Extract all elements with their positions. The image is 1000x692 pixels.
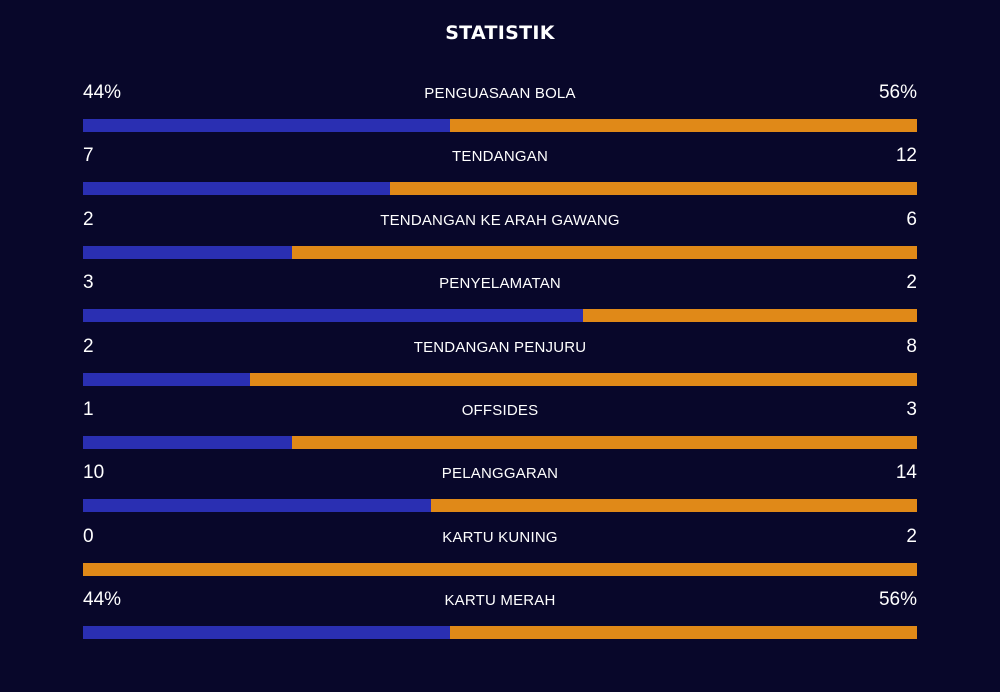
away-value: 56% bbox=[878, 589, 917, 611]
away-bar-segment bbox=[583, 309, 917, 323]
page-title: STATISTIK bbox=[445, 22, 555, 44]
comparison-bar bbox=[83, 119, 917, 132]
away-bar-segment bbox=[430, 499, 917, 513]
stat-row-tendangan-ke-arah-gawang: 2 TENDANGAN KE ARAH GAWANG 6 bbox=[83, 207, 917, 270]
stat-label: PENGUASAAN BOLA bbox=[424, 85, 576, 102]
home-bar-segment bbox=[83, 119, 450, 132]
comparison-bar bbox=[83, 372, 917, 386]
comparison-bar bbox=[83, 435, 917, 449]
stat-label: TENDANGAN KE ARAH GAWANG bbox=[380, 211, 620, 229]
away-value: 8 bbox=[906, 335, 917, 357]
home-value: 3 bbox=[83, 272, 94, 294]
away-value: 56% bbox=[878, 82, 917, 103]
stat-row-tendangan-penjuru: 2 TENDANGAN PENJURU 8 bbox=[83, 334, 917, 397]
away-value: 2 bbox=[906, 525, 917, 547]
home-value: 2 bbox=[83, 208, 94, 230]
home-bar-segment bbox=[83, 245, 292, 259]
home-value: 44% bbox=[83, 82, 122, 103]
home-bar-segment bbox=[83, 626, 450, 640]
home-bar-segment bbox=[83, 372, 250, 386]
stat-row-kartu-kuning: 0 KARTU KUNING 2 bbox=[83, 524, 917, 587]
comparison-bar bbox=[83, 562, 917, 576]
away-value: 14 bbox=[895, 462, 917, 484]
home-bar-segment bbox=[83, 435, 292, 449]
stat-label: OFFSIDES bbox=[461, 401, 539, 419]
away-bar-segment bbox=[449, 626, 917, 640]
home-value: 44% bbox=[83, 589, 122, 611]
stat-row-penguasaan-bola: 44% PENGUASAAN BOLA 56% bbox=[83, 80, 917, 143]
home-bar-segment bbox=[83, 309, 584, 323]
comparison-bar bbox=[83, 626, 917, 640]
stat-row-offsides: 1 OFFSIDES 3 bbox=[83, 397, 917, 460]
stat-row-kartu-merah: 44% KARTU MERAH 56% bbox=[83, 587, 917, 650]
home-bar-segment bbox=[83, 182, 390, 196]
home-value: 7 bbox=[83, 145, 94, 167]
away-value: 6 bbox=[906, 208, 917, 230]
home-value: 0 bbox=[83, 525, 94, 547]
stat-row-tendangan: 7 TENDANGAN 12 bbox=[83, 143, 917, 206]
comparison-bar bbox=[83, 309, 917, 323]
stats-list: 44% PENGUASAAN BOLA 56% 7 TENDANGAN 12 2… bbox=[83, 80, 917, 651]
home-bar-segment bbox=[83, 499, 431, 513]
away-value: 2 bbox=[906, 272, 917, 294]
stat-label: PELANGGARAN bbox=[441, 465, 559, 483]
stat-row-penyelamatan: 3 PENYELAMATAN 2 bbox=[83, 270, 917, 333]
stat-row-pelanggaran: 10 PELANGGARAN 14 bbox=[83, 460, 917, 523]
away-value: 12 bbox=[895, 145, 917, 167]
away-bar-segment bbox=[389, 182, 917, 196]
away-bar-segment bbox=[449, 119, 917, 132]
away-bar-segment bbox=[291, 435, 917, 449]
stat-label: KARTU KUNING bbox=[442, 528, 558, 546]
away-bar-segment bbox=[249, 372, 917, 386]
stat-label: KARTU MERAH bbox=[444, 592, 556, 610]
home-value: 10 bbox=[83, 462, 105, 484]
comparison-bar bbox=[83, 245, 917, 259]
home-value: 2 bbox=[83, 335, 94, 357]
stat-label: PENYELAMATAN bbox=[439, 275, 561, 293]
stat-label: TENDANGAN PENJURU bbox=[413, 338, 587, 356]
comparison-bar bbox=[83, 499, 917, 513]
stat-label: TENDANGAN bbox=[452, 148, 548, 166]
away-bar-segment bbox=[291, 245, 917, 259]
away-bar-segment bbox=[83, 562, 917, 576]
comparison-bar bbox=[83, 182, 917, 196]
home-value: 1 bbox=[83, 398, 94, 420]
away-value: 3 bbox=[906, 398, 917, 420]
